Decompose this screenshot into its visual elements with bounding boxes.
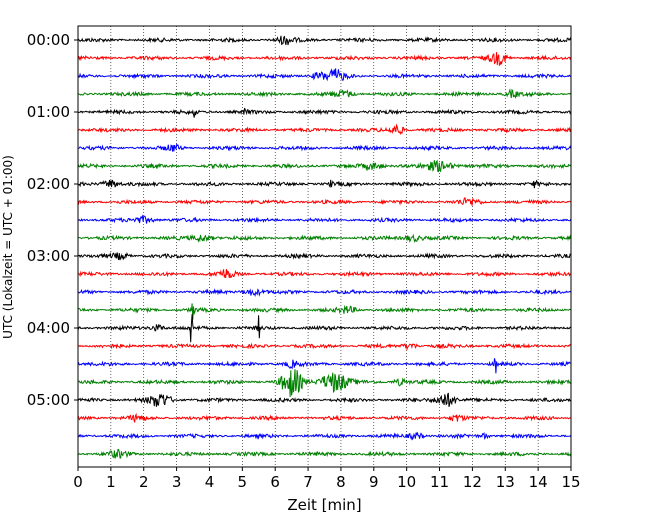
trace-0400 bbox=[77, 314, 571, 343]
trace-0430 bbox=[77, 358, 571, 374]
y-axis-ticks: 00:00 01:00 02:00 03:00 04:00 05:00 bbox=[27, 31, 78, 409]
trace-0000 bbox=[77, 35, 572, 46]
trace-0330 bbox=[77, 288, 572, 297]
x-tick-label: 11 bbox=[430, 473, 449, 491]
y-tick-label: 01:00 bbox=[27, 103, 70, 121]
trace-0345 bbox=[77, 303, 571, 320]
x-axis-ticks: 0 1 2 3 4 5 6 7 8 9 10 11 12 13 14 15 bbox=[73, 467, 581, 491]
trace-0200 bbox=[77, 179, 572, 189]
x-tick-label: 9 bbox=[369, 473, 379, 491]
x-axis-label: Zeit [min] bbox=[287, 496, 361, 514]
x-tick-label: 5 bbox=[238, 473, 248, 491]
trace-0215 bbox=[77, 197, 572, 206]
trace-0515 bbox=[77, 412, 572, 423]
y-tick-label: 00:00 bbox=[27, 31, 70, 49]
trace-0245 bbox=[77, 233, 572, 243]
x-tick-label: 2 bbox=[139, 473, 149, 491]
seismic-traces bbox=[77, 35, 572, 459]
y-tick-label: 02:00 bbox=[27, 175, 70, 193]
x-tick-label: 1 bbox=[106, 473, 116, 491]
x-tick-label: 7 bbox=[303, 473, 313, 491]
trace-0045 bbox=[77, 88, 572, 99]
x-tick-label: 6 bbox=[270, 473, 280, 491]
y-tick-label: 03:00 bbox=[27, 247, 70, 265]
y-tick-label: 04:00 bbox=[27, 319, 70, 337]
trace-0445 bbox=[77, 369, 572, 398]
x-tick-label: 10 bbox=[397, 473, 416, 491]
trace-0100 bbox=[78, 107, 572, 118]
trace-0300 bbox=[77, 251, 572, 261]
y-axis-label: UTC (Lokalzeit = UTC + 01:00) bbox=[1, 155, 15, 339]
trace-0115 bbox=[77, 123, 572, 136]
trace-0145 bbox=[77, 159, 572, 173]
x-tick-label: 4 bbox=[205, 473, 215, 491]
y-tick-label: 05:00 bbox=[27, 391, 70, 409]
x-tick-label: 15 bbox=[561, 473, 580, 491]
trace-0530 bbox=[77, 431, 572, 441]
trace-0230 bbox=[77, 214, 572, 224]
trace-0015 bbox=[77, 52, 572, 67]
trace-0500 bbox=[77, 392, 572, 408]
x-tick-label: 12 bbox=[463, 473, 482, 491]
plot-frame bbox=[77, 25, 572, 468]
x-tick-label: 14 bbox=[529, 473, 548, 491]
x-tick-label: 0 bbox=[73, 473, 83, 491]
trace-0545 bbox=[77, 448, 572, 459]
trace-0130 bbox=[77, 142, 572, 152]
trace-0030 bbox=[77, 68, 572, 82]
trace-0415 bbox=[77, 342, 572, 352]
trace-0315 bbox=[77, 269, 572, 279]
x-tick-label: 8 bbox=[336, 473, 346, 491]
x-tick-label: 3 bbox=[172, 473, 182, 491]
x-tick-label: 13 bbox=[496, 473, 515, 491]
